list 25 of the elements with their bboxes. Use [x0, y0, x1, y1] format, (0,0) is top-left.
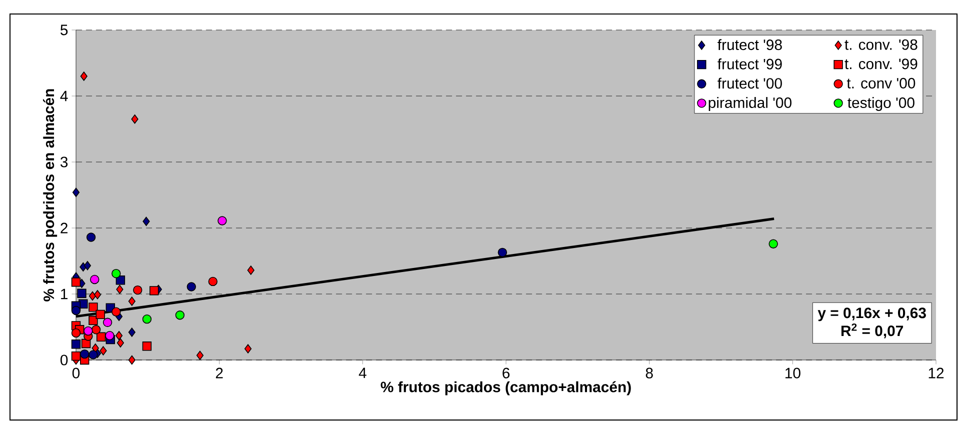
- legend-label: frutect '99: [718, 58, 782, 70]
- annotation: R$^{2}$ = 0,07: [841, 323, 904, 338]
- y-tick-label: 2: [60, 222, 68, 234]
- legend-label: piramidal '00: [708, 97, 792, 111]
- x-tick-label: 12: [928, 368, 944, 378]
- x-tick-label: 10: [786, 368, 800, 378]
- x-tick-label: 0: [72, 368, 80, 378]
- y-axis-title: % frutos podridos en almacén: [43, 89, 58, 302]
- x-tick-label: 2: [216, 368, 223, 378]
- y-tick-label: 0: [60, 354, 68, 366]
- legend-label: frutect '00: [718, 78, 782, 89]
- y-tick-label: 3: [60, 156, 68, 168]
- x-tick-label: 6: [502, 368, 510, 378]
- y-tick-label: 4: [60, 90, 68, 102]
- x-tick-label: 4: [358, 368, 366, 378]
- legend-label: testigo '00: [848, 97, 914, 111]
- annotation: y = 0,16x + 0,63: [818, 308, 926, 322]
- y-tick-label: 5: [60, 24, 68, 36]
- y-tick-label: 1: [61, 288, 68, 300]
- x-tick-label: 8: [646, 368, 653, 378]
- legend-label: frutect '98: [718, 39, 782, 50]
- legend-label: t. conv. '99: [844, 58, 918, 70]
- legend-label: t. conv '00: [846, 78, 916, 88]
- x-axis-title: % frutos picados (campo+almacén): [380, 381, 631, 396]
- legend-label: t. conv. '98: [844, 39, 918, 50]
